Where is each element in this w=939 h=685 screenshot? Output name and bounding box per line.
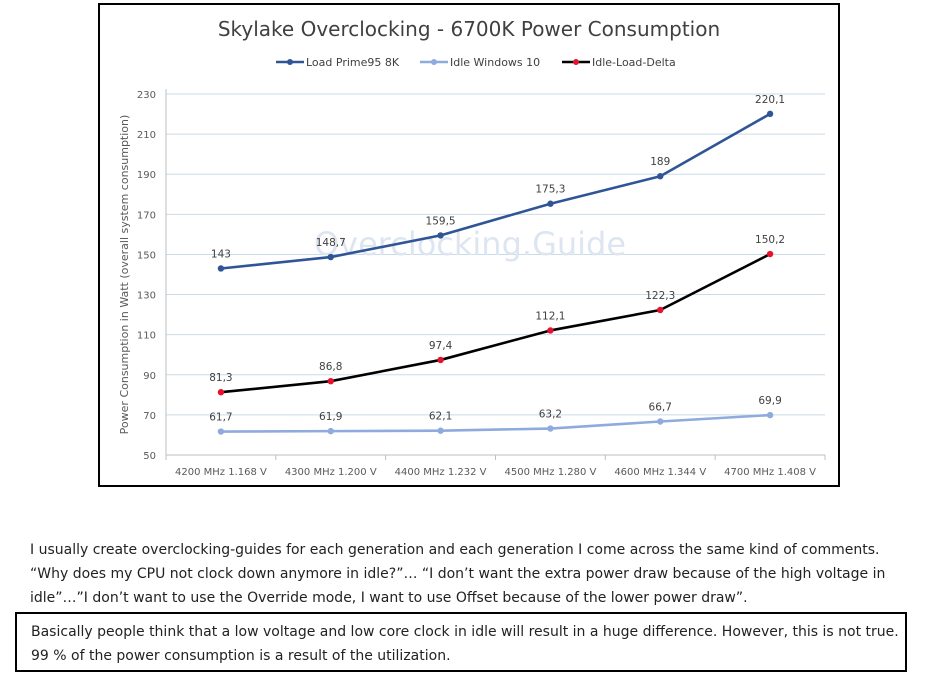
article-paragraph: I usually create overclocking-guides for… <box>30 542 886 606</box>
highlight-text: Basically people think that a low voltag… <box>31 624 899 664</box>
data-point <box>547 200 554 207</box>
data-label: 159,5 <box>426 215 456 227</box>
data-point <box>766 250 774 258</box>
data-point <box>327 427 334 435</box>
data-label: 148,7 <box>316 237 346 249</box>
watermark: Overclocking.Guide <box>314 225 626 263</box>
y-tick-label: 190 <box>137 170 156 181</box>
data-label: 220,1 <box>755 94 785 106</box>
data-label: 66,7 <box>649 402 672 414</box>
data-point <box>547 425 554 432</box>
data-label: 150,2 <box>755 234 785 246</box>
y-tick-label: 70 <box>143 411 156 422</box>
series-line <box>220 112 771 270</box>
data-point <box>657 173 664 180</box>
chart-container: Skylake Overclocking - 6700K Power Consu… <box>98 3 840 487</box>
x-tick-label: 4700 MHz 1.408 V <box>724 467 816 478</box>
data-label: 189 <box>650 156 670 168</box>
data-label: 175,3 <box>535 184 565 196</box>
legend-marker <box>431 59 437 65</box>
data-label: 62,1 <box>429 411 452 423</box>
data-label: 112,1 <box>535 310 565 322</box>
data-point <box>766 411 774 419</box>
legend-label: Idle Windows 10 <box>450 56 540 69</box>
y-tick-label: 90 <box>143 371 156 382</box>
data-point <box>547 327 554 334</box>
x-tick-label: 4600 MHz 1.344 V <box>614 467 706 478</box>
y-tick-label: 130 <box>137 291 156 302</box>
data-label: 97,4 <box>429 340 453 352</box>
data-point <box>766 110 774 118</box>
data-label: 81,3 <box>209 372 232 384</box>
series-line <box>220 252 771 394</box>
x-tick-label: 4200 MHz 1.168 V <box>175 467 267 478</box>
legend-label: Load Prime95 8K <box>306 56 400 69</box>
data-point <box>657 418 664 425</box>
data-point <box>327 377 334 385</box>
data-point <box>217 428 225 435</box>
data-label: 122,3 <box>645 290 675 302</box>
legend-marker <box>287 59 293 65</box>
y-tick-label: 210 <box>137 130 156 141</box>
power-consumption-chart: Skylake Overclocking - 6700K Power Consu… <box>118 17 826 478</box>
data-label: 86,8 <box>319 361 342 373</box>
data-point <box>217 265 225 272</box>
y-tick-label: 110 <box>137 331 156 342</box>
chart-title: Skylake Overclocking - 6700K Power Consu… <box>218 17 720 41</box>
data-point <box>437 232 444 239</box>
data-point <box>657 306 664 314</box>
x-tick-label: 4300 MHz 1.200 V <box>285 467 377 478</box>
data-label: 69,9 <box>758 395 781 407</box>
data-point <box>437 356 444 364</box>
highlight-box: Basically people think that a low voltag… <box>15 612 907 672</box>
data-label: 61,7 <box>209 412 232 424</box>
x-tick-label: 4500 MHz 1.280 V <box>504 467 596 478</box>
legend-marker <box>573 59 579 65</box>
y-axis-label: Power Consumption in Watt (overall syste… <box>118 115 131 435</box>
data-point <box>217 389 225 396</box>
y-tick-label: 150 <box>137 250 156 261</box>
y-tick-label: 230 <box>137 90 156 101</box>
y-tick-label: 50 <box>143 451 156 462</box>
y-tick-label: 170 <box>137 210 156 221</box>
x-tick-label: 4400 MHz 1.232 V <box>395 467 487 478</box>
data-label: 63,2 <box>539 409 562 421</box>
data-point <box>437 427 444 434</box>
data-label: 143 <box>211 248 231 260</box>
legend-label: Idle-Load-Delta <box>592 56 676 69</box>
series-line <box>220 413 771 433</box>
data-point <box>327 253 334 261</box>
data-label: 61,9 <box>319 411 342 423</box>
